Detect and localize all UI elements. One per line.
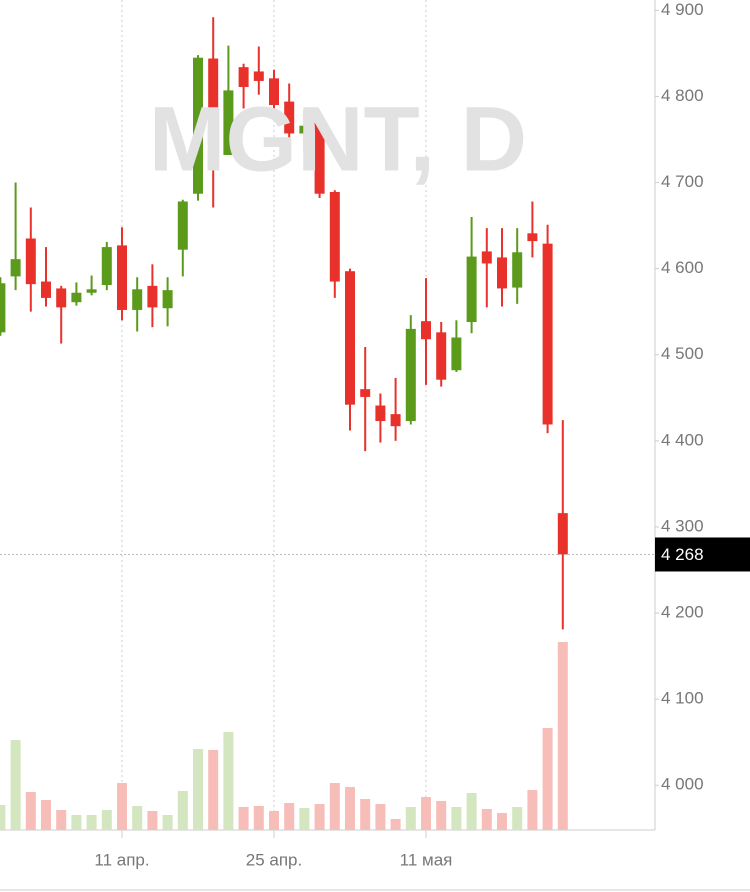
candle-body: [481, 251, 492, 264]
volume-bar: [10, 740, 21, 830]
volume-bar: [238, 807, 249, 830]
volume-bar: [299, 808, 310, 830]
y-tick-label: 4 900: [661, 0, 704, 19]
watermark-title: MGNT, D: [149, 88, 527, 190]
volume-bar: [101, 810, 112, 830]
volume-bar: [208, 750, 219, 830]
candle-body: [25, 238, 36, 285]
candle-body: [253, 71, 264, 81]
volume-bar: [557, 642, 568, 830]
y-tick-label: 4 100: [661, 689, 704, 708]
volume-bar: [147, 811, 158, 830]
volume-bar: [117, 783, 127, 830]
candle-body: [117, 245, 127, 310]
volume-bar: [375, 804, 386, 830]
candle-body: [10, 259, 21, 277]
candle-body: [299, 125, 310, 134]
candle-body: [238, 67, 249, 87]
candle-body: [527, 233, 538, 242]
candle-body: [390, 414, 401, 427]
volume-bar: [0, 805, 6, 830]
candle-body: [101, 247, 112, 285]
candle-body: [466, 256, 477, 323]
y-tick-label: 4 300: [661, 516, 704, 535]
volume-bar: [512, 807, 523, 830]
volume-bar: [284, 803, 295, 830]
candle-body: [421, 321, 431, 340]
candle-body: [86, 289, 97, 293]
candle-body: [132, 289, 143, 310]
candle-body: [41, 281, 51, 298]
volume-bar: [223, 732, 234, 830]
volume-bar: [405, 807, 416, 830]
volume-bar: [269, 811, 279, 830]
last-price-label: 4 268: [661, 545, 704, 564]
candle-body: [436, 332, 447, 380]
volume-bar: [71, 815, 82, 830]
volume-bar: [329, 783, 340, 830]
volume-bar: [86, 815, 97, 830]
y-tick-label: 4 800: [661, 86, 704, 105]
candle-body: [314, 121, 325, 194]
candle-body: [360, 389, 371, 397]
candle-body: [162, 290, 173, 309]
candle-body: [177, 201, 188, 250]
volume-bar: [436, 801, 447, 830]
volume-bar: [497, 813, 507, 830]
x-tick-label: 11 мая: [400, 850, 453, 869]
volume-bar: [162, 815, 173, 830]
volume-bar: [421, 797, 431, 830]
volume-bar: [360, 799, 371, 830]
candle-body: [269, 78, 279, 106]
volume-bar: [466, 793, 477, 830]
candle-body: [71, 292, 82, 303]
volume-bar: [527, 790, 538, 830]
candle-body: [405, 328, 416, 422]
x-tick-label: 11 апр.: [94, 850, 149, 869]
volume-bar: [451, 807, 462, 830]
y-tick-label: 4 000: [661, 775, 704, 794]
candle-body: [208, 58, 219, 155]
candle-body: [56, 288, 67, 308]
volume-bar: [481, 809, 492, 830]
candle-body: [542, 243, 553, 425]
candle-body: [375, 405, 386, 422]
volume-bar: [253, 806, 264, 830]
volume-bar: [132, 806, 143, 830]
candle-body: [345, 271, 355, 405]
volume-bar: [41, 800, 51, 830]
x-tick-label: 25 апр.: [246, 850, 302, 869]
volume-bar: [390, 819, 401, 830]
candle-body: [284, 101, 295, 134]
candle-body: [329, 192, 340, 282]
y-tick-label: 4 600: [661, 258, 704, 277]
volume-bar: [542, 728, 553, 830]
volume-bar: [345, 787, 355, 830]
volume-bar: [177, 791, 188, 830]
volume-bar: [25, 792, 36, 830]
y-tick-label: 4 200: [661, 603, 704, 622]
candle-body: [193, 57, 203, 194]
candle-body: [557, 513, 568, 555]
candle-body: [451, 337, 462, 371]
y-tick-label: 4 700: [661, 172, 704, 191]
y-tick-label: 4 400: [661, 430, 704, 449]
y-tick-label: 4 500: [661, 344, 704, 363]
candle-body: [0, 283, 6, 333]
volume-bar: [56, 810, 67, 830]
volume-bar: [193, 749, 203, 830]
volume-bar: [314, 804, 325, 830]
candle-body: [223, 90, 234, 155]
candle-body: [497, 257, 507, 289]
candle-body: [147, 285, 158, 308]
candle-body: [512, 252, 523, 288]
last-price-box: [655, 537, 750, 572]
